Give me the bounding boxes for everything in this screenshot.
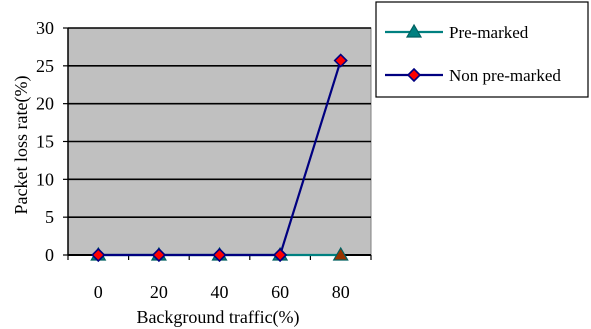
non-pre-marked-point [333, 53, 348, 68]
legend-diamond-marker [406, 67, 422, 83]
legend-box [375, 1, 589, 98]
y-tick-label: 15 [36, 132, 54, 152]
non-pre-marked-point [212, 247, 227, 263]
non-pre-marked-point [91, 247, 106, 263]
x-tick-label: 60 [271, 282, 289, 302]
y-axis-label: Packet loss rate(%) [11, 76, 32, 215]
gridlines [68, 27, 371, 218]
legend-triangle-marker [405, 23, 423, 38]
y-tick-label: 20 [36, 94, 54, 114]
y-tick-label: 25 [36, 56, 54, 76]
x-tick-label: 40 [211, 282, 229, 302]
y-tick-label: 10 [36, 169, 54, 189]
x-axis-label: Background traffic(%) [136, 307, 299, 328]
x-tick-label: 80 [332, 282, 350, 302]
y-tick-label: 30 [36, 18, 54, 38]
non-pre-marked-point [272, 247, 288, 263]
legend: Pre-marked Non pre-marked [375, 1, 589, 98]
legend-label: Pre-marked [449, 23, 529, 42]
axis-ticks: 0 5 10 15 20 25 30 0 20 40 60 80 [36, 18, 372, 302]
legend-label: Non pre-marked [449, 66, 561, 85]
y-tick-label: 5 [45, 207, 54, 227]
series-layer [90, 53, 349, 263]
y-tick-label: 0 [45, 245, 54, 265]
x-tick-label: 0 [94, 282, 103, 302]
non-pre-marked-point [151, 247, 167, 263]
x-tick-label: 20 [150, 282, 168, 302]
pre-marked-point [332, 246, 349, 261]
